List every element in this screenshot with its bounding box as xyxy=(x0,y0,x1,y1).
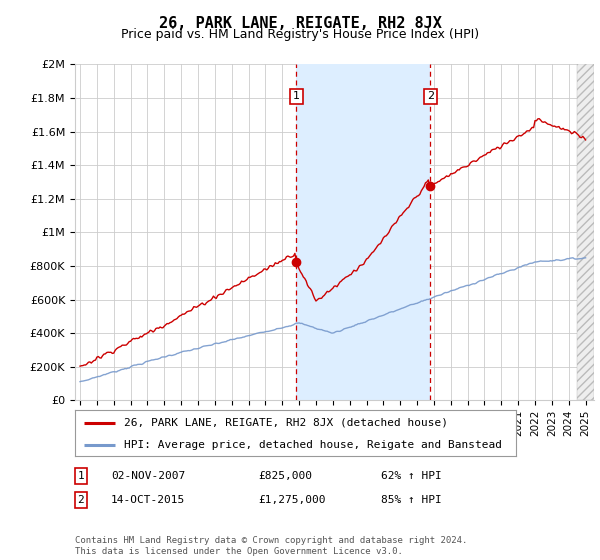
Text: 1: 1 xyxy=(293,91,300,101)
Text: Price paid vs. HM Land Registry's House Price Index (HPI): Price paid vs. HM Land Registry's House … xyxy=(121,28,479,41)
Text: 2: 2 xyxy=(427,91,434,101)
Text: 62% ↑ HPI: 62% ↑ HPI xyxy=(381,471,442,481)
Text: Contains HM Land Registry data © Crown copyright and database right 2024.
This d: Contains HM Land Registry data © Crown c… xyxy=(75,536,467,556)
Bar xyxy=(296,64,430,400)
Text: 14-OCT-2015: 14-OCT-2015 xyxy=(111,495,185,505)
Text: 1: 1 xyxy=(77,471,85,481)
Text: 02-NOV-2007: 02-NOV-2007 xyxy=(111,471,185,481)
Text: 85% ↑ HPI: 85% ↑ HPI xyxy=(381,495,442,505)
Text: 2: 2 xyxy=(77,495,85,505)
Text: HPI: Average price, detached house, Reigate and Banstead: HPI: Average price, detached house, Reig… xyxy=(124,440,502,450)
Text: £825,000: £825,000 xyxy=(258,471,312,481)
Text: £1,275,000: £1,275,000 xyxy=(258,495,325,505)
Text: 26, PARK LANE, REIGATE, RH2 8JX: 26, PARK LANE, REIGATE, RH2 8JX xyxy=(158,16,442,31)
Text: 26, PARK LANE, REIGATE, RH2 8JX (detached house): 26, PARK LANE, REIGATE, RH2 8JX (detache… xyxy=(124,418,448,428)
Bar xyxy=(577,64,594,400)
